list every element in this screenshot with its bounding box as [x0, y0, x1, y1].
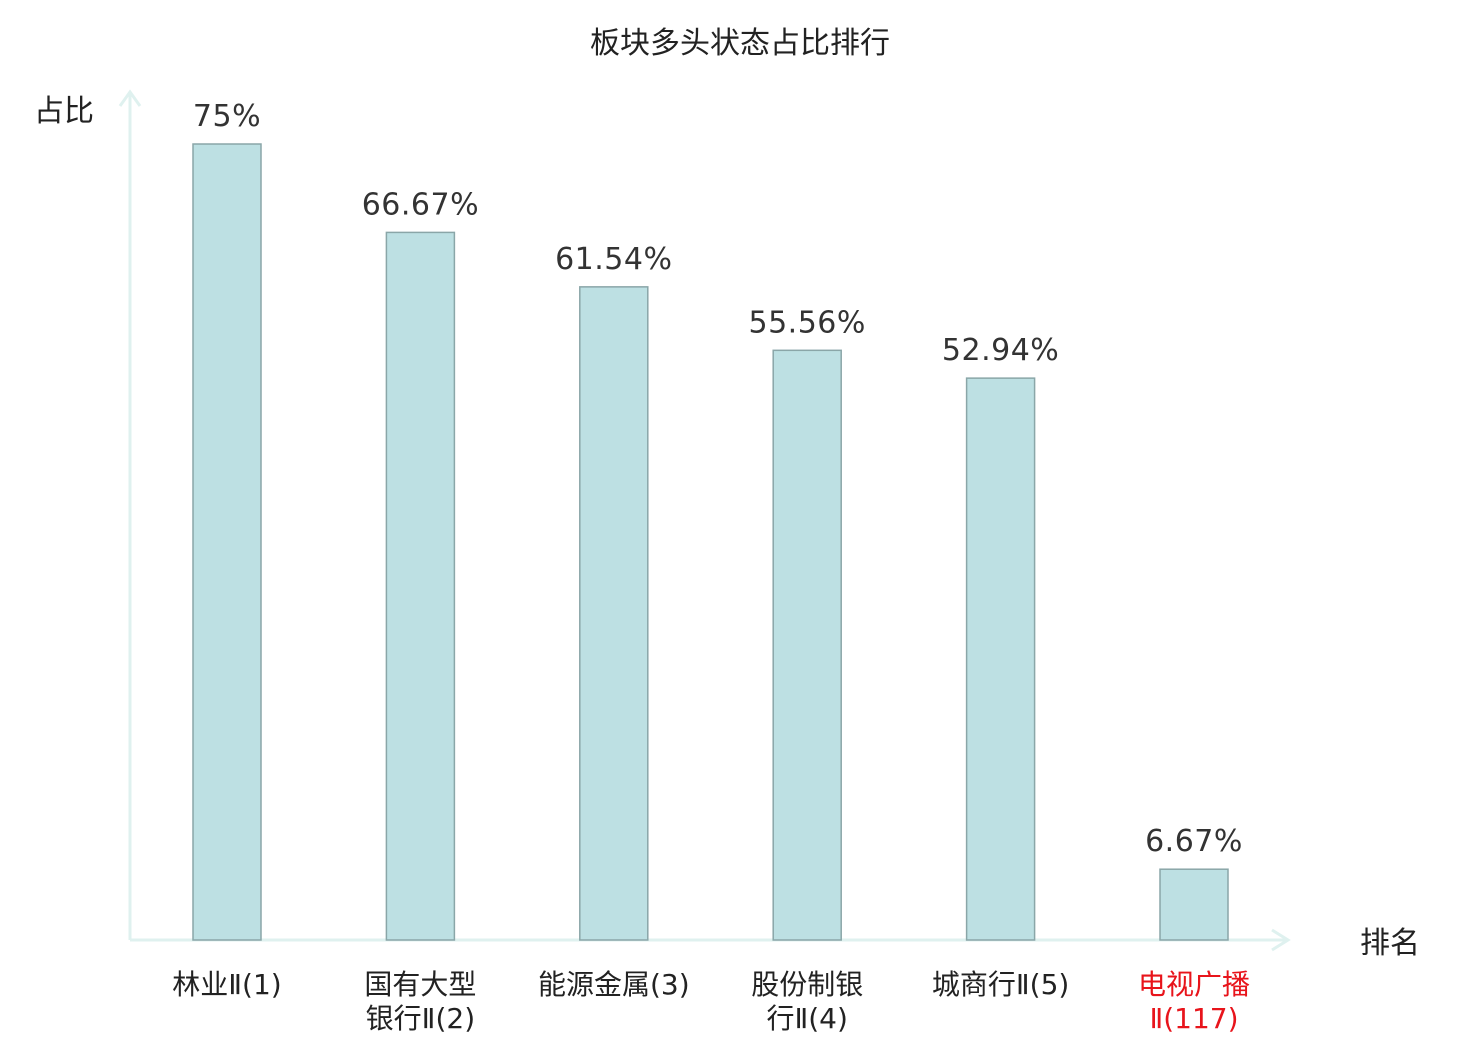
bar: [192, 143, 262, 941]
bar: [385, 231, 456, 941]
category-tick-label: 行Ⅱ(4): [766, 1002, 847, 1035]
data-label: 66.67%: [362, 187, 479, 222]
category-tick-label: 能源金属(3): [538, 968, 690, 1001]
category-tick-label: 电视广播: [1138, 968, 1250, 1001]
category-tick-label: Ⅱ(117): [1149, 1002, 1238, 1035]
category-tick-label: 城商行Ⅱ(5): [932, 968, 1069, 1001]
category-tick-label: 股份制银: [751, 968, 863, 1001]
bar: [1159, 868, 1229, 941]
value-labels-group: 75% 66.67% 61.54% 55.56% 52.94% 6.67%: [193, 99, 1243, 859]
data-label: 75%: [193, 99, 261, 134]
data-label: 61.54%: [555, 242, 672, 277]
category-tick-label: 国有大型: [364, 968, 476, 1001]
x-axis-label: 排名: [1360, 926, 1420, 961]
bars-group: [192, 143, 1229, 941]
bar: [772, 349, 842, 941]
category-tick-label: 林业Ⅱ(1): [172, 968, 281, 1001]
data-label: 6.67%: [1145, 824, 1243, 859]
axes: [118, 89, 1291, 952]
bar: [965, 377, 1036, 941]
category-tick-label: 银行Ⅱ(2): [366, 1002, 475, 1035]
data-label: 55.56%: [749, 305, 866, 340]
chart-title: 板块多头状态占比排行: [590, 26, 890, 61]
y-axis-arrow-icon: [118, 89, 142, 107]
data-label: 52.94%: [942, 333, 1059, 368]
bar: [579, 286, 649, 941]
y-axis-label: 占比: [34, 94, 94, 129]
x-axis-arrow-icon: [1271, 928, 1291, 952]
